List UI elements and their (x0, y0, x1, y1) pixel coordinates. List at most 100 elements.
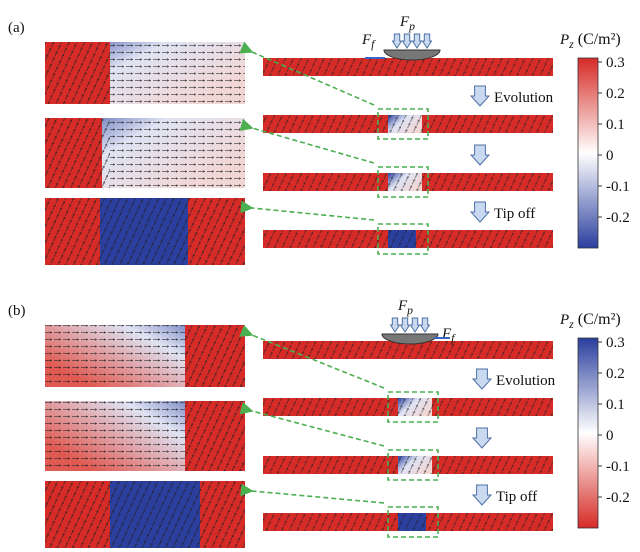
step-label: Tip off (496, 489, 537, 505)
domain-image (45, 42, 245, 104)
panel-label: (b) (8, 303, 26, 319)
zoom-link (239, 41, 375, 106)
step-label: Evolution (496, 373, 556, 389)
block-arrow (469, 85, 491, 107)
arrows (185, 325, 245, 387)
zoom-box (387, 391, 439, 423)
domain-image (45, 325, 245, 387)
block-arrow (399, 317, 411, 333)
colorbar-title: Pz (C/m²) (559, 311, 621, 331)
panel-label: (a) (8, 20, 25, 36)
arrows (263, 341, 553, 359)
arrows (45, 42, 110, 104)
colorbar-tick-label: -0.1 (606, 179, 630, 195)
colorbar-tick-label: 0.3 (606, 335, 625, 351)
strip (263, 58, 553, 76)
zoom-box (377, 166, 429, 198)
friction-force-label: Ff (441, 326, 456, 345)
arrows (263, 115, 553, 133)
colorbar-tick-label: 0.1 (606, 117, 625, 133)
block-arrow (469, 144, 491, 166)
colorbar-tick-label: 0 (606, 148, 614, 164)
step-label: Evolution (494, 90, 554, 106)
subscript: p (408, 20, 415, 33)
subscript: z (568, 38, 574, 51)
block-arrow (401, 33, 413, 49)
colorbar-tick-label: 0 (606, 428, 614, 444)
arrows (45, 401, 185, 471)
arrows (263, 173, 553, 191)
colorbar-tick-label: 0.3 (606, 55, 625, 71)
colorbar-tick-label: 0.2 (606, 86, 625, 102)
colorbar-title: Pz (C/m²) (559, 31, 621, 51)
tip-force-label: Fp (397, 298, 413, 317)
arrows (110, 118, 245, 188)
colorbar-tick-label: -0.2 (606, 490, 630, 506)
zoom-link (240, 483, 385, 504)
arrows (45, 325, 185, 387)
block-arrow (471, 427, 493, 449)
block-arrow (389, 317, 401, 333)
block-arrow (471, 484, 493, 506)
symbol: F (361, 32, 372, 48)
strip (239, 118, 553, 198)
step-label: Tip off (494, 206, 535, 222)
symbol: F (441, 326, 452, 342)
colorbar-tick-label: 0.1 (606, 397, 625, 413)
zoom-box (387, 506, 439, 538)
arrows (185, 401, 245, 471)
colorbar (577, 57, 599, 249)
strip (239, 401, 553, 481)
domain-image (45, 118, 245, 188)
arrows (110, 42, 245, 104)
block-arrow (419, 317, 431, 333)
tip (383, 49, 441, 61)
domain-image (45, 198, 245, 265)
colorbar-tick-label: 0.2 (606, 366, 625, 382)
subscript: p (406, 304, 413, 317)
arrows (45, 198, 245, 265)
symbol: F (399, 14, 410, 30)
friction-force-label: Ff (361, 32, 376, 51)
arrows (263, 398, 553, 416)
colorbar (577, 337, 599, 529)
symbol: P (559, 312, 569, 328)
colorbar-unit: (C/m²) (578, 311, 621, 328)
subscript: f (371, 38, 376, 51)
strip (239, 41, 553, 140)
zoom-link (239, 401, 385, 447)
colorbar-tick-label: -0.2 (606, 210, 630, 226)
strip (240, 483, 553, 538)
strip (240, 200, 553, 255)
subscript: f (451, 332, 456, 345)
arrows (45, 118, 110, 188)
block-arrow (469, 201, 491, 223)
strip (263, 341, 553, 359)
block-arrow (471, 368, 493, 390)
zoom-link (239, 118, 375, 164)
block-arrow (391, 33, 403, 49)
colorbar-tick-label: -0.1 (606, 459, 630, 475)
symbol: F (397, 298, 408, 314)
arrows (263, 456, 553, 474)
arrows (45, 481, 245, 548)
block-arrow (421, 33, 433, 49)
symbol: P (559, 32, 569, 48)
arrows (263, 513, 553, 531)
arrows (263, 58, 553, 76)
zoom-link (240, 200, 375, 221)
block-arrow (411, 33, 423, 49)
zoom-box (377, 223, 429, 255)
zoom-box (387, 449, 439, 481)
zoom-box (377, 108, 429, 140)
subscript: z (568, 318, 574, 331)
strip (239, 324, 553, 423)
domain-image (45, 481, 245, 548)
tip (381, 333, 439, 345)
colorbar-unit: (C/m²) (578, 31, 621, 48)
domain-image (45, 401, 245, 471)
block-arrow (409, 317, 421, 333)
arrows (263, 230, 553, 248)
